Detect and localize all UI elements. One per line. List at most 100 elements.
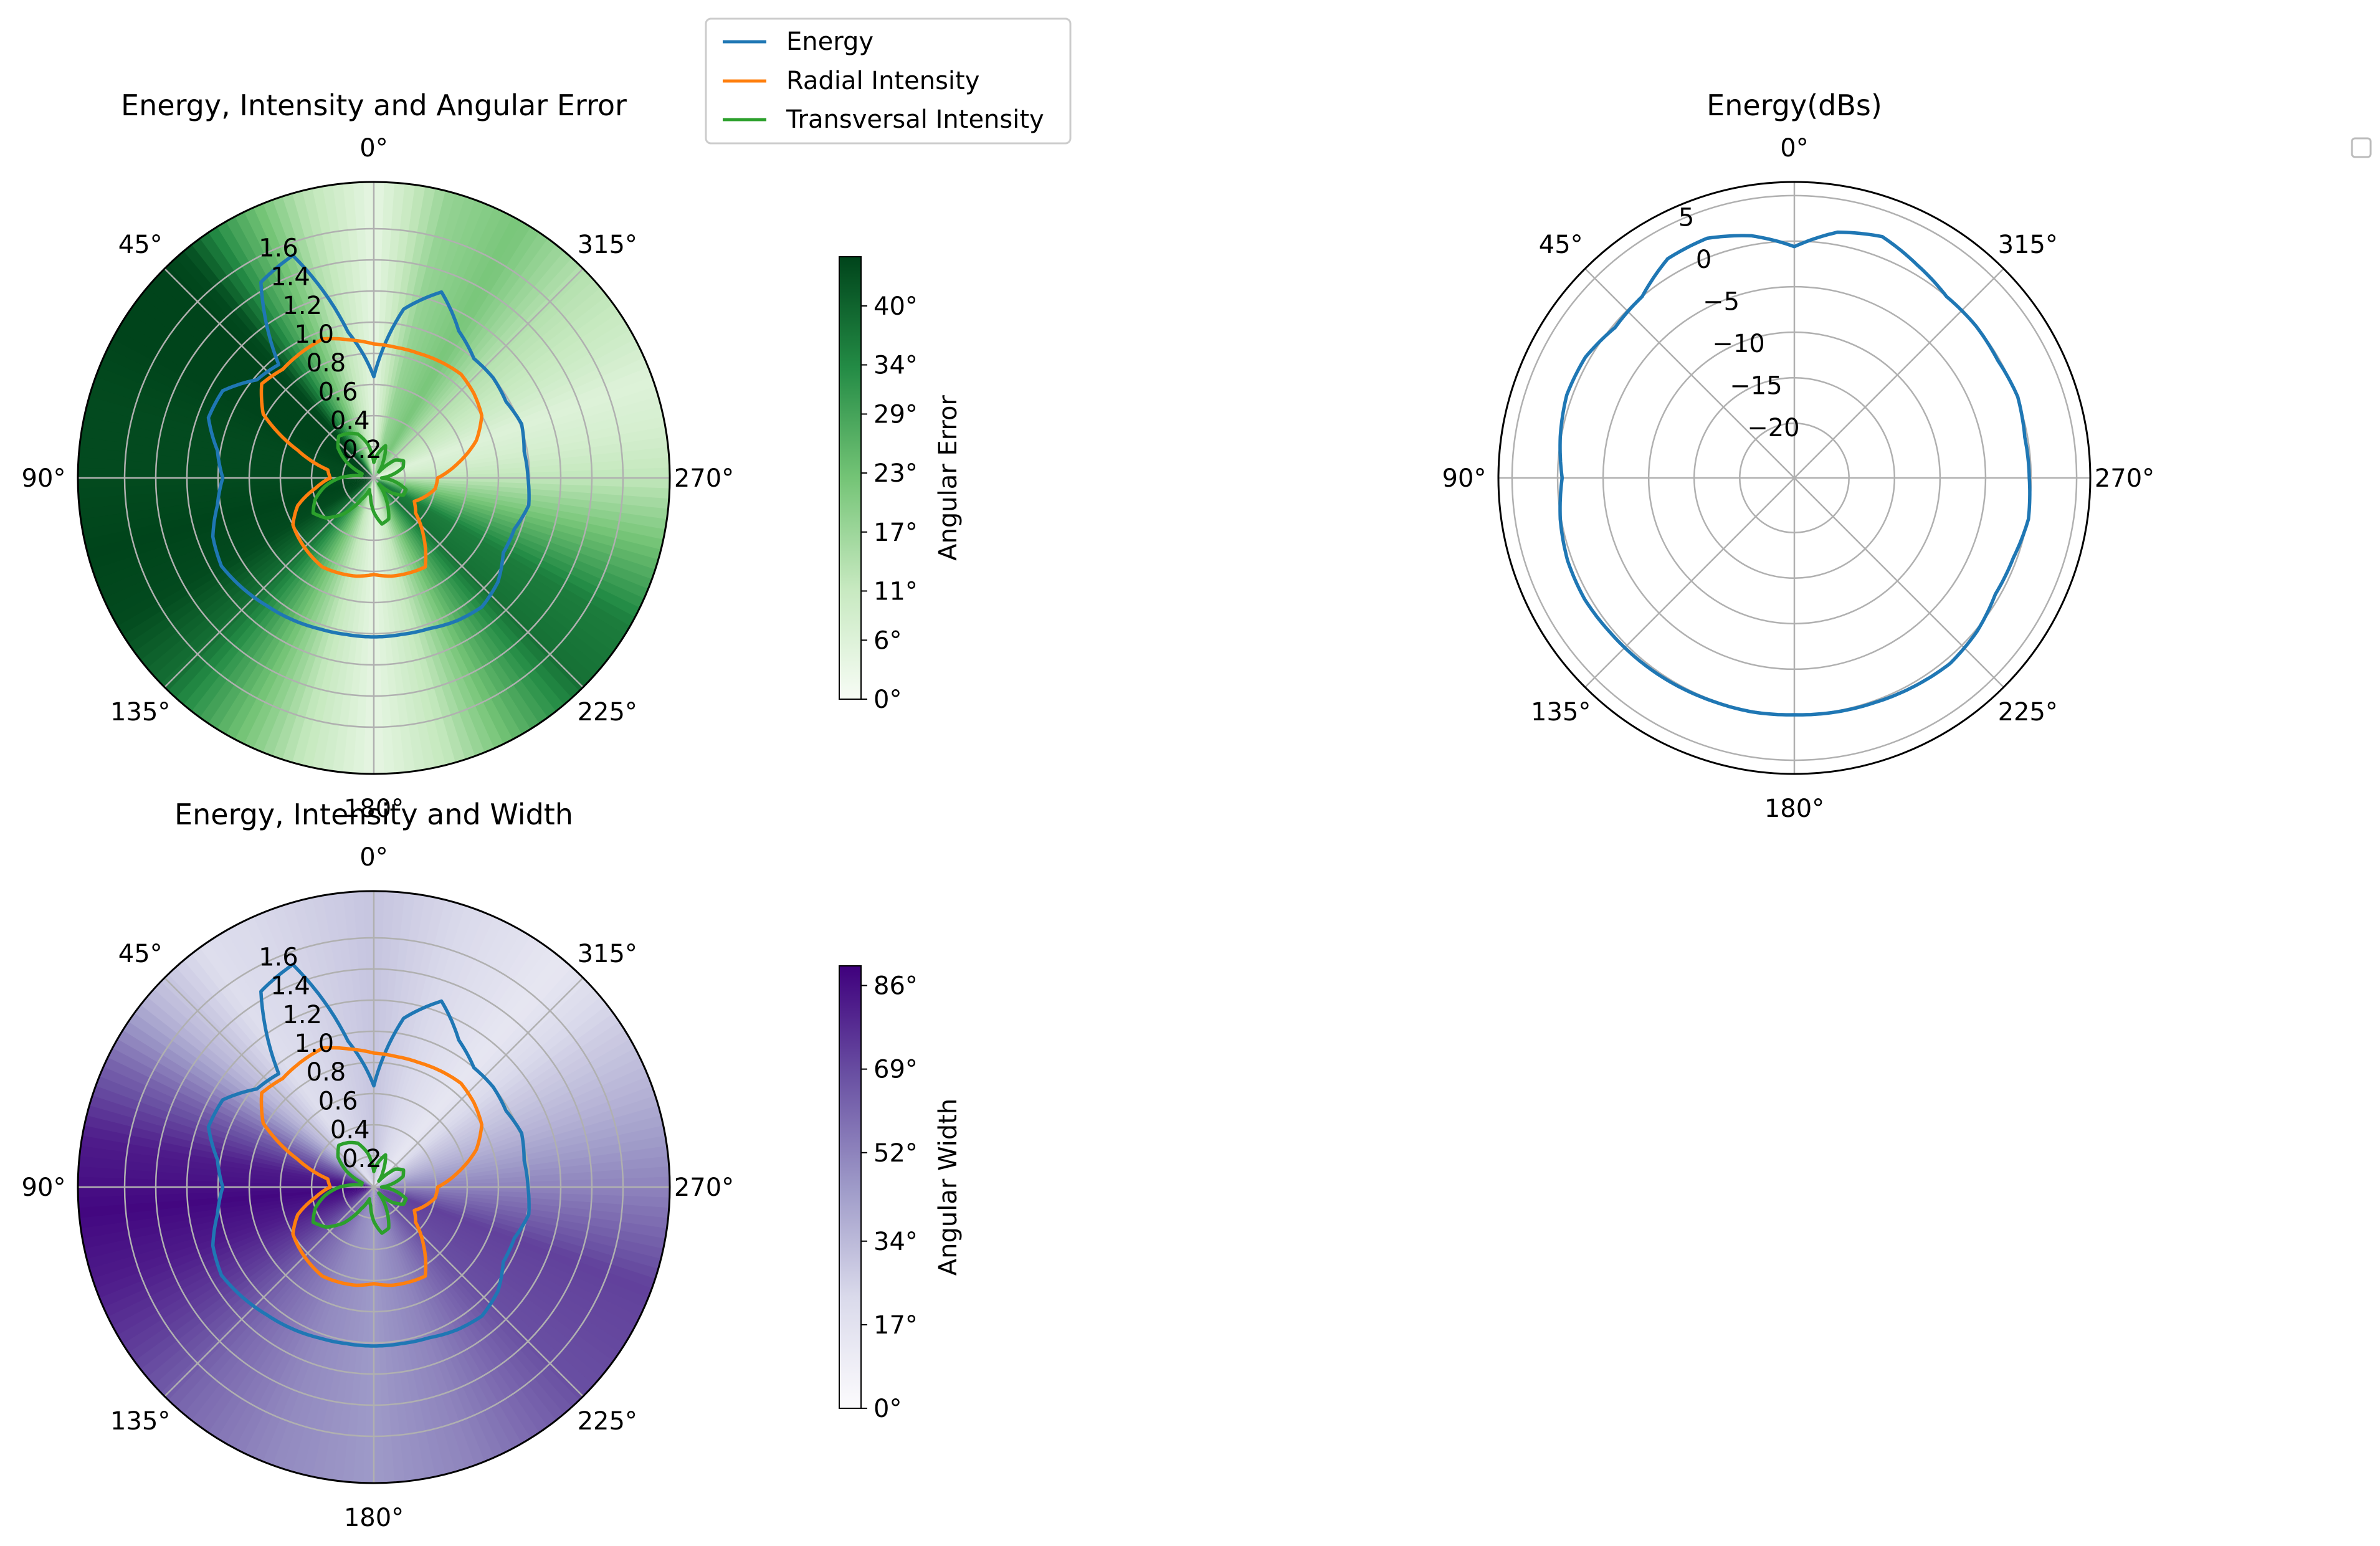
heatmap-wedge (126, 1187, 374, 1365)
legend-frame (705, 17, 1072, 145)
angular-gridline (1584, 268, 1795, 479)
legend-label: Radial Intensity (786, 67, 979, 95)
angular-gridline (1794, 477, 2004, 688)
heatmap-wedge (189, 1187, 374, 1431)
heatmap-wedge (374, 899, 467, 1187)
colorbar (839, 965, 862, 1409)
colorbar (839, 256, 862, 700)
heatmap-wedge (374, 943, 558, 1187)
radial-tick-label: 0.8 (307, 349, 346, 378)
angle-tick-label: 135° (1531, 698, 1591, 727)
heatmap-wedge (78, 457, 374, 478)
angular-gridline (164, 477, 374, 688)
heatmap-wedge (242, 478, 374, 752)
heatmap-wedge (189, 478, 374, 722)
heatmap-wedge (374, 193, 477, 478)
chart-title: Energy, Intensity and Angular Error (121, 88, 627, 122)
angle-tick-labels: 0° 45° 90° 135° 180° 225° 270° 315° (22, 134, 735, 823)
radial-tick-label: 0.6 (318, 1087, 358, 1115)
colorbar-tick-label: 23° (873, 459, 918, 488)
heatmap-wedge (374, 963, 582, 1187)
heatmap-wedge (374, 957, 574, 1187)
angular-gridline (164, 1186, 374, 1397)
heatmap-wedge (371, 891, 384, 1187)
radial-tick-label: −20 (1747, 414, 1799, 442)
heatmap-wedge (374, 212, 523, 478)
heatmap-wedge (100, 478, 374, 611)
angle-tick-label: 270° (2095, 464, 2154, 493)
radial-tick-label: 1.0 (295, 320, 335, 349)
radial-tick-label: 1.2 (282, 292, 322, 320)
heatmap-wedge (374, 922, 523, 1187)
heatmap-wedge (374, 478, 525, 742)
heatmap-wedge (374, 478, 670, 510)
heatmap-wedge (342, 478, 374, 774)
heatmap-wedge (374, 950, 566, 1187)
heatmap-wedge (374, 475, 670, 489)
angular-gridline (373, 1186, 584, 1397)
radial-tick-label: 1.4 (270, 263, 310, 292)
energy-curve (206, 963, 531, 1348)
heatmap-wedge (83, 1104, 374, 1187)
heatmap-wedge (374, 1187, 648, 1319)
heatmap-wedge (222, 923, 374, 1187)
heatmap-wedge (374, 254, 582, 478)
heatmap-wedge (374, 478, 611, 670)
heatmap-wedge (374, 938, 550, 1187)
heatmap-wedge (79, 1125, 374, 1187)
heatmap-wedge (374, 1187, 560, 1429)
radial-intensity-curve (259, 336, 483, 578)
polar-frame (77, 890, 671, 1484)
heatmap-wedge (374, 478, 639, 627)
heatmap-wedge (374, 478, 597, 686)
heatmap-wedge (374, 1187, 670, 1229)
heatmap-wedge (374, 913, 505, 1187)
energy-curve (206, 254, 531, 639)
heatmap-wedge (342, 1187, 374, 1483)
curves (206, 963, 531, 1348)
heatmap-wedge (105, 478, 374, 621)
heatmap-wedge (151, 478, 374, 687)
heatmap-wedge (374, 892, 436, 1187)
heatmap-wedge (120, 1187, 374, 1357)
heatmap-wedge (374, 189, 467, 478)
heatmap-wedge (374, 187, 457, 478)
heatmap-wedge (374, 891, 406, 1187)
heatmap-wedge (374, 909, 496, 1187)
heatmap-wedge (363, 478, 376, 774)
heatmap-wedge (374, 478, 644, 619)
heatmap-wedge (374, 478, 652, 600)
radial-tick-label: 0.2 (342, 436, 382, 464)
heatmap-wedge (374, 300, 622, 478)
heatmap-wedge (233, 478, 374, 748)
radial-tick-label: 0.2 (342, 1145, 382, 1173)
heatmap-wedge (172, 958, 374, 1187)
heatmap-wedge (164, 255, 374, 478)
heatmap-wedge (374, 1187, 604, 1388)
heatmap-wedge (374, 345, 647, 478)
radial-tick-label: 1.6 (259, 234, 298, 262)
angle-tick-label: 315° (578, 231, 637, 259)
heatmap-wedge (374, 985, 603, 1187)
heatmap-wedge (213, 219, 374, 478)
legend-label: Transversal Intensity (786, 105, 1044, 134)
angle-tick-labels: 0° 45° 90° 135° 180° 225° 270° 315° (1442, 134, 2155, 823)
colorbar-tick-label: 0° (873, 685, 902, 714)
heatmap-wedge (374, 204, 505, 478)
radial-tick-label: 0.8 (307, 1058, 346, 1087)
heatmap-wedge (374, 284, 610, 478)
energy-db-curve (1558, 230, 2032, 717)
heatmap-wedge (312, 1187, 374, 1482)
heatmap-wedge (252, 1187, 374, 1466)
heatmap-wedge (374, 478, 543, 732)
radial-tick-label: 5 (1678, 203, 1694, 232)
heatmap-wedge (78, 1166, 374, 1187)
heatmap-wedge (196, 230, 374, 478)
heatmap-wedge (363, 1187, 376, 1483)
heatmap-wedge (374, 478, 667, 551)
heatmap-wedge (374, 478, 617, 662)
heatmap-wedge (188, 236, 374, 478)
angular-width-heatmap (78, 891, 670, 1483)
radial-tick-label: −15 (1730, 371, 1782, 400)
heatmap-wedge (78, 1176, 374, 1190)
